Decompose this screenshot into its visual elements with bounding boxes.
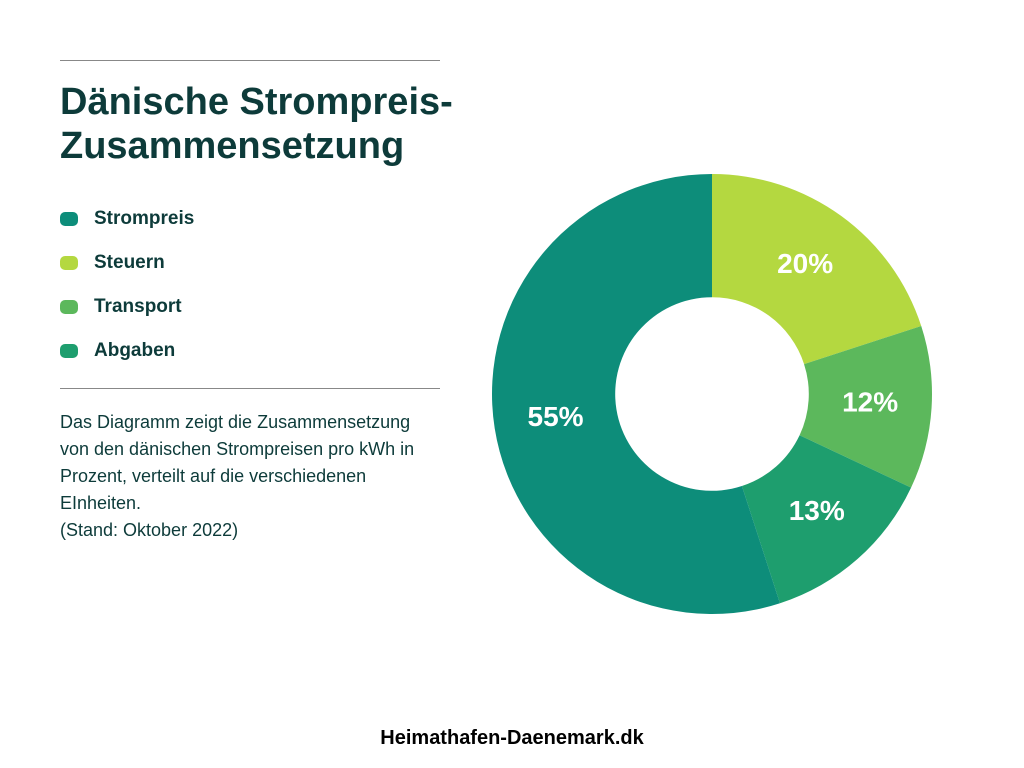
divider-top [60, 60, 440, 61]
page-title: Dänische Strompreis-Zusammensetzung [60, 81, 460, 168]
legend: Strompreis Steuern Transport Abgaben [60, 208, 460, 362]
footer-credit: Heimathafen-Daenemark.dk [0, 727, 1024, 750]
main-container: Dänische Strompreis-Zusammensetzung Stro… [0, 0, 1024, 768]
slice-label: 12% [842, 386, 898, 417]
legend-marker [60, 300, 78, 314]
legend-marker [60, 256, 78, 270]
legend-item-steuern: Steuern [60, 252, 460, 274]
legend-item-transport: Transport [60, 296, 460, 318]
legend-item-strompreis: Strompreis [60, 208, 460, 230]
legend-marker [60, 344, 78, 358]
right-panel: 20% 12% 13% 55% [460, 60, 964, 728]
donut-svg: 20% 12% 13% 55% [482, 164, 942, 624]
legend-item-abgaben: Abgaben [60, 340, 460, 362]
divider-bottom [60, 388, 440, 389]
legend-label: Strompreis [94, 208, 194, 230]
slice-label: 55% [528, 401, 584, 432]
slice-label: 13% [789, 495, 845, 526]
description-text: Das Diagramm zeigt die Zusammensetzung v… [60, 409, 440, 517]
left-panel: Dänische Strompreis-Zusammensetzung Stro… [60, 60, 460, 728]
legend-label: Steuern [94, 252, 165, 274]
legend-label: Abgaben [94, 340, 175, 362]
legend-marker [60, 212, 78, 226]
donut-chart: 20% 12% 13% 55% [482, 164, 942, 624]
description-note: (Stand: Oktober 2022) [60, 517, 460, 544]
legend-label: Transport [94, 296, 182, 318]
slice-label: 20% [777, 248, 833, 279]
